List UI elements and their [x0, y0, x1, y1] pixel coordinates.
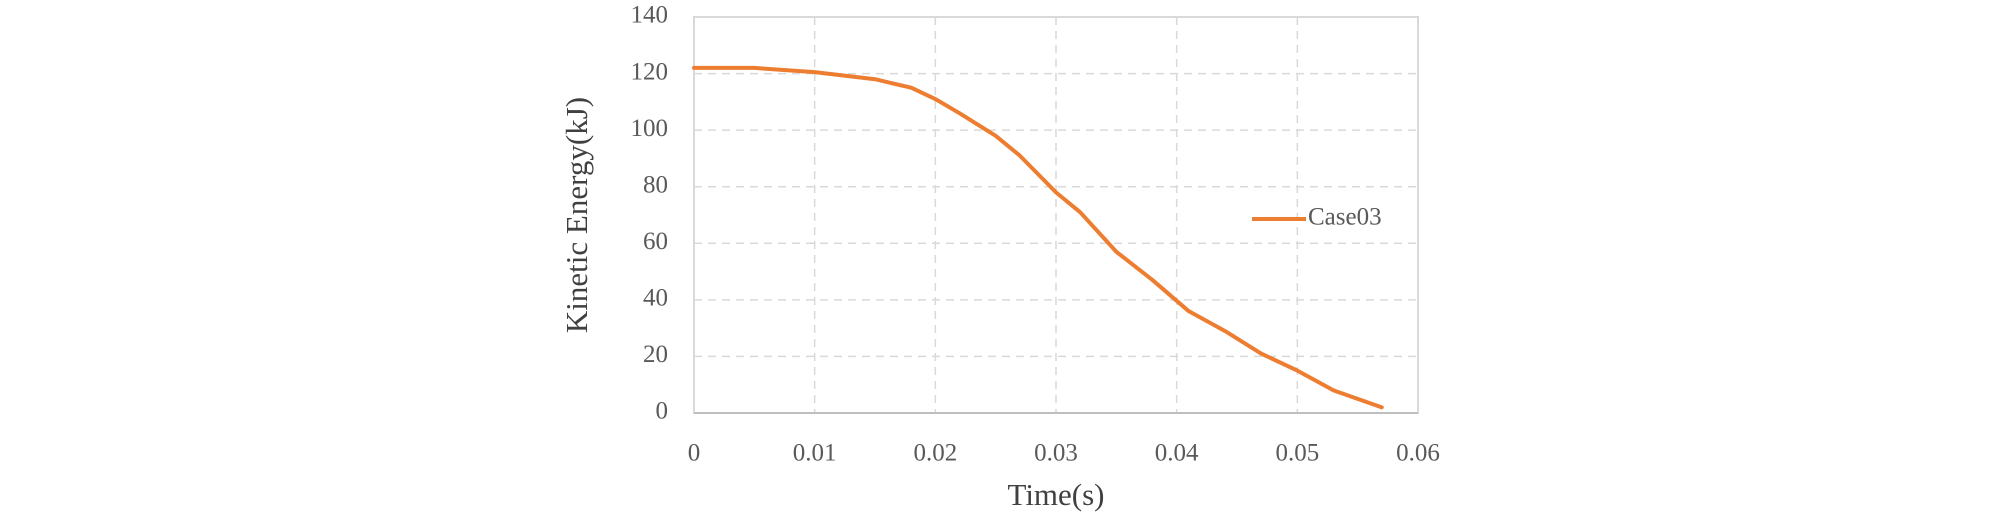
- y-tick-label: 100: [631, 115, 669, 142]
- y-tick-label: 140: [631, 2, 669, 29]
- x-tick-label: 0.01: [793, 440, 837, 467]
- x-tick-label: 0.04: [1155, 440, 1199, 467]
- y-tick-label: 80: [643, 171, 668, 198]
- y-tick-label: 120: [631, 58, 669, 85]
- x-tick-label: 0.03: [1034, 440, 1078, 467]
- y-tick-label: 40: [643, 285, 668, 312]
- y-tick-label: 60: [643, 228, 668, 255]
- x-tick-label: 0.05: [1275, 440, 1319, 467]
- legend-label: Case03: [1308, 204, 1382, 231]
- x-tick-label: 0.06: [1396, 440, 1440, 467]
- x-axis-title: Time(s): [1007, 477, 1104, 512]
- y-tick-label: 0: [656, 398, 669, 425]
- x-tick-label: 0.02: [913, 440, 957, 467]
- data-line: [692, 65, 1384, 410]
- y-axis-title: Kinetic Energy(kJ): [559, 97, 594, 333]
- x-tick-label: 0: [688, 440, 701, 467]
- y-tick-label: 20: [643, 341, 668, 368]
